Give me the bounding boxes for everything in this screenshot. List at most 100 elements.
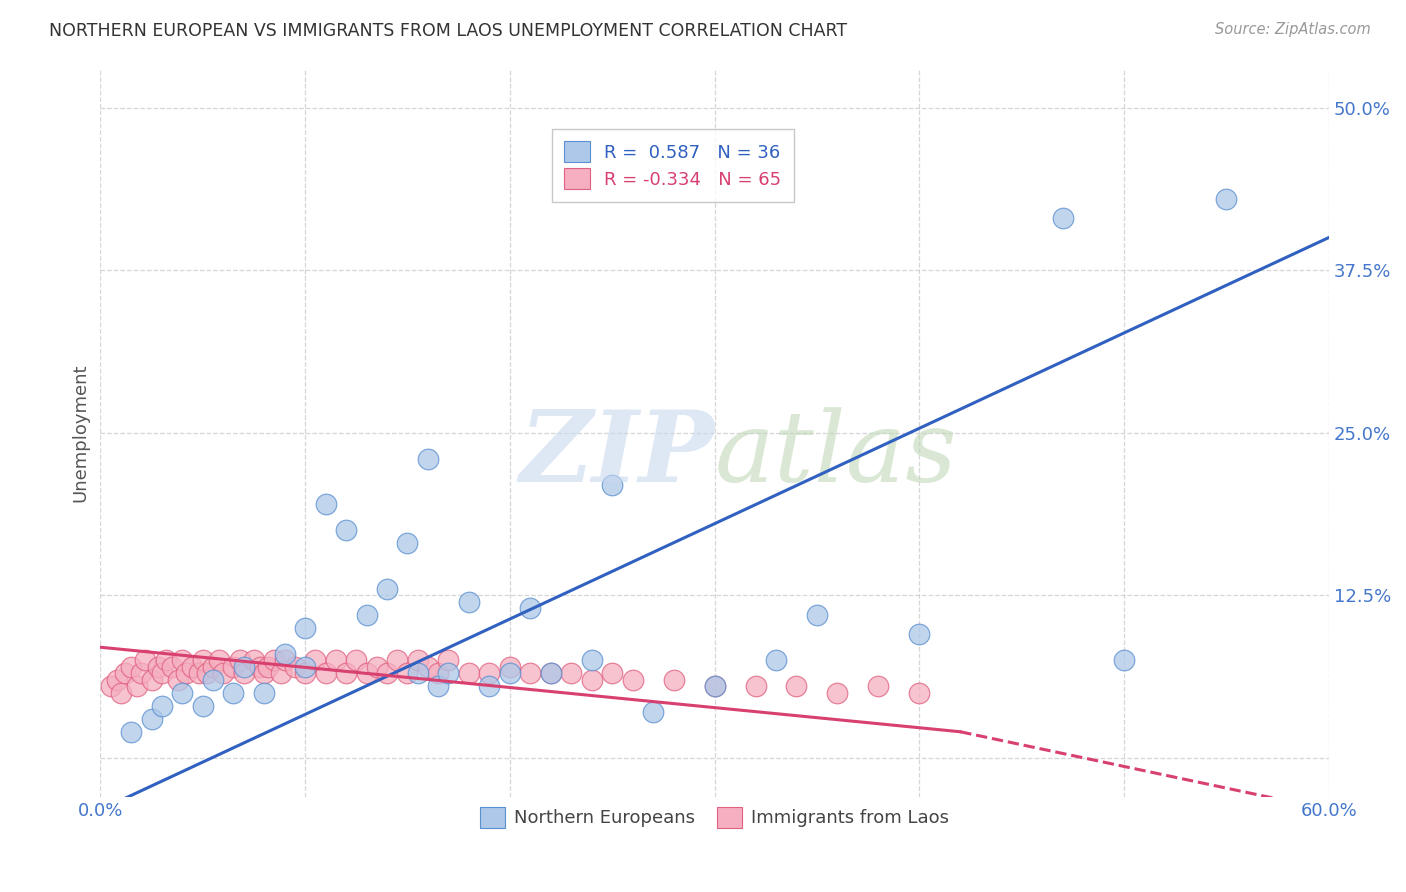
Point <box>643 705 665 719</box>
Point <box>127 679 149 693</box>
Point <box>366 659 388 673</box>
Point <box>243 653 266 667</box>
Point <box>478 679 501 693</box>
Point <box>172 653 194 667</box>
Point <box>155 653 177 667</box>
Point <box>765 653 787 667</box>
Point <box>396 536 419 550</box>
Text: Source: ZipAtlas.com: Source: ZipAtlas.com <box>1215 22 1371 37</box>
Point <box>621 673 644 687</box>
Point <box>120 724 142 739</box>
Point <box>478 666 501 681</box>
Point <box>540 666 562 681</box>
Point <box>167 673 190 687</box>
Point <box>325 653 347 667</box>
Point <box>581 673 603 687</box>
Point <box>120 659 142 673</box>
Point <box>222 686 245 700</box>
Point <box>335 523 357 537</box>
Point <box>201 673 224 687</box>
Point <box>141 673 163 687</box>
Point <box>908 627 931 641</box>
Point <box>114 666 136 681</box>
Point <box>356 607 378 622</box>
Point <box>232 666 254 681</box>
Point <box>273 653 295 667</box>
Text: ZIP: ZIP <box>520 406 714 503</box>
Point <box>253 686 276 700</box>
Point <box>212 666 235 681</box>
Text: atlas: atlas <box>714 407 957 502</box>
Point <box>187 666 209 681</box>
Point <box>427 666 450 681</box>
Point <box>1112 653 1135 667</box>
Point <box>191 653 214 667</box>
Point <box>160 659 183 673</box>
Point <box>1215 192 1237 206</box>
Point <box>129 666 152 681</box>
Point <box>427 679 450 693</box>
Point <box>315 497 337 511</box>
Point <box>744 679 766 693</box>
Point <box>540 666 562 681</box>
Y-axis label: Unemployment: Unemployment <box>72 363 89 502</box>
Point <box>335 666 357 681</box>
Point <box>827 686 849 700</box>
Point <box>176 666 198 681</box>
Point <box>195 666 218 681</box>
Point <box>600 477 623 491</box>
Point <box>1052 211 1074 225</box>
Point <box>100 679 122 693</box>
Point <box>519 601 541 615</box>
Point <box>785 679 807 693</box>
Point <box>141 712 163 726</box>
Point <box>437 653 460 667</box>
Point <box>201 659 224 673</box>
Point <box>519 666 541 681</box>
Point <box>387 653 409 667</box>
Point <box>406 666 429 681</box>
Point <box>600 666 623 681</box>
Point <box>208 653 231 667</box>
Point <box>344 653 367 667</box>
Point <box>273 647 295 661</box>
Legend: Northern Europeans, Immigrants from Laos: Northern Europeans, Immigrants from Laos <box>472 800 956 835</box>
Point <box>294 666 316 681</box>
Point <box>868 679 890 693</box>
Point <box>294 621 316 635</box>
Point <box>806 607 828 622</box>
Point <box>228 653 250 667</box>
Point <box>315 666 337 681</box>
Point <box>146 659 169 673</box>
Point <box>581 653 603 667</box>
Point <box>396 666 419 681</box>
Point <box>356 666 378 681</box>
Point <box>457 595 479 609</box>
Point <box>134 653 156 667</box>
Point <box>406 653 429 667</box>
Point <box>105 673 128 687</box>
Point <box>908 686 931 700</box>
Point <box>375 666 398 681</box>
Point <box>662 673 685 687</box>
Point <box>499 659 522 673</box>
Text: NORTHERN EUROPEAN VS IMMIGRANTS FROM LAOS UNEMPLOYMENT CORRELATION CHART: NORTHERN EUROPEAN VS IMMIGRANTS FROM LAO… <box>49 22 848 40</box>
Point <box>304 653 326 667</box>
Point <box>253 666 276 681</box>
Point <box>703 679 725 693</box>
Point <box>172 686 194 700</box>
Point <box>257 659 280 673</box>
Point <box>499 666 522 681</box>
Point <box>416 451 439 466</box>
Point <box>181 659 204 673</box>
Point <box>222 659 245 673</box>
Point <box>150 666 173 681</box>
Point <box>110 686 132 700</box>
Point <box>375 582 398 596</box>
Point <box>437 666 460 681</box>
Point <box>249 659 271 673</box>
Point <box>294 659 316 673</box>
Point <box>457 666 479 681</box>
Point <box>232 659 254 673</box>
Point <box>263 653 285 667</box>
